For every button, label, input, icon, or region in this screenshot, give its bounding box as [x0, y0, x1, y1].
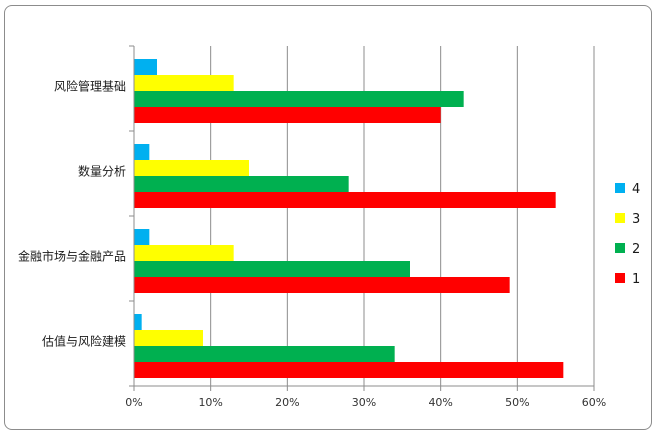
x-tick-label: 0% — [125, 396, 142, 409]
legend-label: 1 — [632, 272, 640, 287]
legend-swatch-1 — [615, 273, 625, 283]
x-tick-label: 40% — [428, 396, 452, 409]
bar-series-1-cat-0 — [134, 107, 441, 123]
category-label: 估值与风险建模 — [42, 334, 126, 349]
category-label: 风险管理基础 — [54, 79, 126, 94]
x-tick-labels: 0% 10% 20% 30% 40% 50% 60% — [125, 396, 606, 409]
axes — [129, 45, 595, 391]
bar-series-2-cat-0 — [134, 91, 464, 107]
legend-swatch-3 — [615, 213, 625, 223]
legend-swatch-2 — [615, 243, 625, 253]
bars — [134, 59, 564, 378]
x-tick-label: 50% — [505, 396, 529, 409]
category-label: 金融市场与金融产品 — [18, 249, 126, 264]
bar-series-2-cat-2 — [134, 261, 410, 277]
bar-series-4-cat-0 — [134, 59, 157, 75]
bar-series-2-cat-3 — [134, 346, 395, 362]
legend: 4 3 2 1 — [615, 182, 640, 287]
bar-series-3-cat-3 — [134, 330, 203, 346]
legend-label: 4 — [632, 182, 640, 197]
bar-series-1-cat-2 — [134, 277, 510, 293]
bar-series-3-cat-2 — [134, 245, 234, 261]
legend-label: 2 — [632, 242, 640, 257]
category-label: 数量分析 — [78, 164, 126, 179]
legend-label: 3 — [632, 212, 640, 227]
bar-series-1-cat-1 — [134, 192, 556, 208]
bar-series-2-cat-1 — [134, 176, 349, 192]
bar-series-4-cat-3 — [134, 314, 142, 330]
legend-swatch-4 — [615, 183, 625, 193]
bar-series-4-cat-2 — [134, 229, 150, 245]
x-tick-label: 10% — [198, 396, 222, 409]
bar-series-3-cat-1 — [134, 160, 249, 176]
bar-series-4-cat-1 — [134, 144, 150, 160]
x-tick-label: 30% — [352, 396, 376, 409]
x-tick-label: 60% — [582, 396, 606, 409]
x-tick-label: 20% — [275, 396, 299, 409]
bar-series-3-cat-0 — [134, 75, 234, 91]
bar-series-1-cat-3 — [134, 362, 564, 378]
